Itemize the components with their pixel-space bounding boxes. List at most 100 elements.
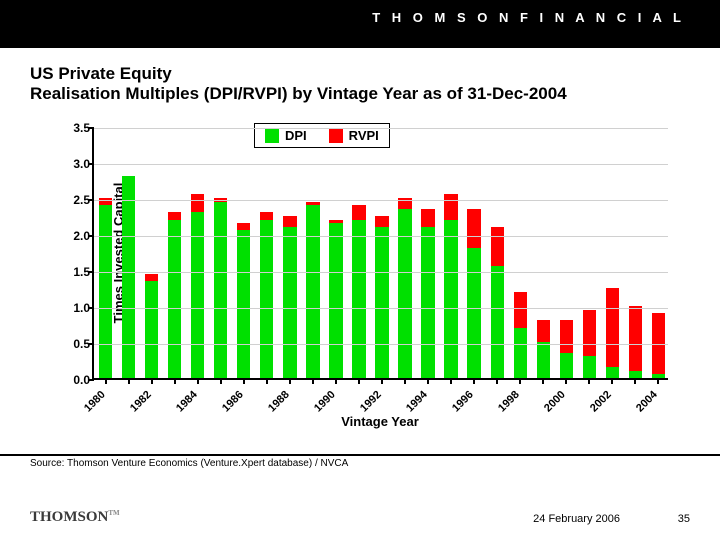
xtick-mark [565,378,567,384]
bar-group [537,128,550,378]
bar-dpi [283,227,296,378]
bar-dpi [537,342,550,378]
bar-rvpi [560,320,573,352]
bar-group [99,128,112,378]
bar-rvpi [375,216,388,227]
gridline [94,164,668,165]
xtick-mark [128,378,130,384]
source-text: Source: Thomson Venture Economics (Ventu… [30,458,348,469]
xtick-mark [542,378,544,384]
bar-group [491,128,504,378]
bar-rvpi [352,205,365,219]
xtick-label: 2000 [542,389,568,415]
bar-dpi [168,220,181,378]
gridline [94,272,668,273]
xtick-label: 1992 [358,389,384,415]
bar-rvpi [514,292,527,328]
bar-group [421,128,434,378]
bar-dpi [352,220,365,378]
bar-rvpi [537,320,550,342]
bar-group [467,128,480,378]
title-block: US Private Equity Realisation Multiples … [30,64,690,104]
bar-group [514,128,527,378]
xtick-mark [381,378,383,384]
footer-logo-text: THOMSON [30,509,108,525]
bar-dpi [99,205,112,378]
ytick-label: 2.0 [62,229,90,243]
bar-dpi [145,281,158,378]
xtick-mark [151,378,153,384]
bar-group [145,128,158,378]
ytick-label: 3.5 [62,121,90,135]
xtick-mark [312,378,314,384]
bar-rvpi [491,227,504,267]
xtick-mark [473,378,475,384]
ytick-label: 0.0 [62,373,90,387]
bar-dpi [491,266,504,378]
ytick-mark [88,163,94,165]
bar-group [191,128,204,378]
bar-dpi [122,176,135,378]
ytick-mark [88,235,94,237]
bar-group [260,128,273,378]
bar-dpi [260,220,273,378]
xtick-label: 1994 [404,389,430,415]
trademark-icon: TM [108,509,119,517]
ytick-label: 1.0 [62,301,90,315]
gridline [94,128,668,129]
xtick-label: 1996 [450,389,476,415]
xtick-mark [335,378,337,384]
bar-dpi [629,371,642,378]
bar-rvpi [421,209,434,227]
bar-rvpi [283,216,296,227]
bar-dpi [214,202,227,378]
bar-group [122,128,135,378]
separator-line [0,454,720,456]
xtick-mark [634,378,636,384]
bar-rvpi [583,310,596,357]
bar-rvpi [467,209,480,249]
bar-group [329,128,342,378]
xtick-label: 1998 [496,389,522,415]
xtick-label: 1984 [174,389,200,415]
bar-rvpi [629,306,642,371]
xtick-mark [496,378,498,384]
bar-rvpi [444,194,457,219]
xtick-label: 1986 [220,389,246,415]
xtick-mark [450,378,452,384]
bar-group [375,128,388,378]
xtick-mark [404,378,406,384]
xtick-mark [657,378,659,384]
bar-rvpi [606,288,619,367]
ytick-mark [88,127,94,129]
xtick-mark [358,378,360,384]
bar-group [398,128,411,378]
ytick-label: 1.5 [62,265,90,279]
brand-text: T H O M S O N F I N A N C I A L [372,10,685,25]
bar-dpi [421,227,434,378]
xtick-mark [197,378,199,384]
xtick-mark [427,378,429,384]
bar-dpi [398,209,411,378]
bar-group [168,128,181,378]
xtick-mark [588,378,590,384]
bar-group [444,128,457,378]
footer-date: 24 February 2006 [533,513,620,525]
bar-rvpi [145,274,158,281]
xtick-label: 1980 [82,389,108,415]
xtick-mark [243,378,245,384]
x-axis-label: Vintage Year [92,414,668,429]
xtick-label: 1990 [312,389,338,415]
gridline [94,344,668,345]
bar-group [214,128,227,378]
bar-dpi [306,205,319,378]
ytick-mark [88,379,94,381]
footer-page: 35 [678,513,690,525]
bar-rvpi [329,220,342,224]
xtick-label: 1988 [266,389,292,415]
ytick-label: 3.0 [62,157,90,171]
ytick-mark [88,271,94,273]
ytick-mark [88,199,94,201]
bar-dpi [514,328,527,378]
bar-group [283,128,296,378]
